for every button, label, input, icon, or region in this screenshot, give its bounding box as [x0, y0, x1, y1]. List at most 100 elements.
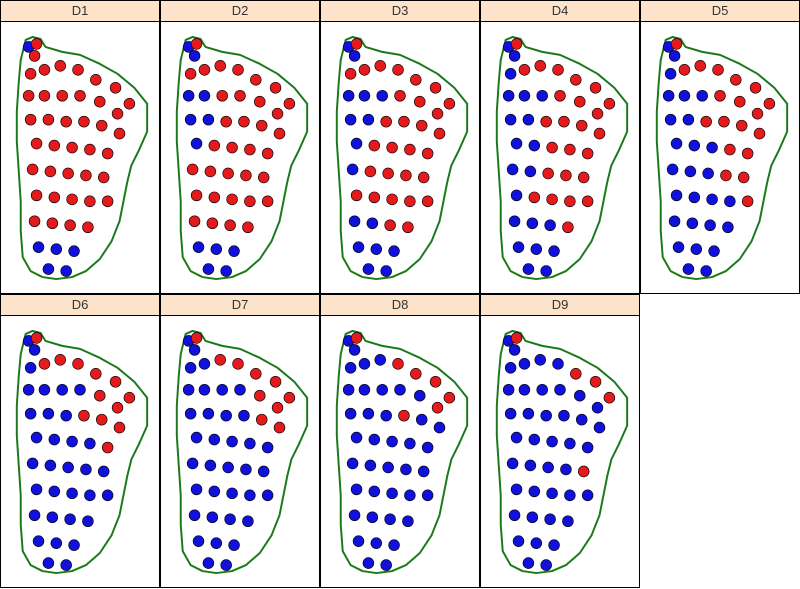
site-point — [102, 196, 113, 207]
map-svg — [161, 316, 319, 587]
site-point — [96, 414, 107, 425]
site-point — [235, 384, 246, 395]
site-point — [191, 38, 202, 49]
site-point — [511, 332, 522, 343]
site-point — [389, 246, 400, 257]
site-point — [734, 96, 745, 107]
site-point — [707, 142, 718, 153]
site-point — [43, 114, 54, 125]
site-point — [701, 266, 712, 277]
site-point — [250, 368, 261, 379]
site-point — [724, 144, 735, 155]
site-point — [223, 462, 234, 473]
panel-title: D6 — [1, 295, 159, 316]
site-point — [578, 466, 589, 477]
site-point — [523, 264, 534, 275]
panel-title: D4 — [481, 1, 639, 22]
site-point — [742, 148, 753, 159]
site-point — [193, 536, 204, 547]
site-point — [754, 128, 765, 139]
site-point — [29, 50, 40, 61]
site-point — [736, 120, 747, 131]
site-point — [225, 220, 236, 231]
site-point — [203, 558, 214, 569]
site-point — [69, 246, 80, 257]
site-point — [25, 68, 36, 79]
site-point — [233, 358, 244, 369]
site-point — [535, 354, 546, 365]
site-point — [193, 242, 204, 253]
site-point — [244, 490, 255, 501]
site-point — [96, 120, 107, 131]
site-point — [114, 128, 125, 139]
site-point — [444, 98, 455, 109]
site-point — [239, 116, 250, 127]
site-point — [79, 410, 90, 421]
site-point — [687, 218, 698, 229]
site-point — [764, 98, 775, 109]
map-svg — [481, 316, 639, 587]
site-point — [555, 384, 566, 395]
panel-title: D7 — [161, 295, 319, 316]
site-point — [233, 64, 244, 75]
site-point — [221, 116, 232, 127]
site-point — [203, 114, 214, 125]
site-point — [553, 358, 564, 369]
panel-d4: D4 — [480, 0, 640, 294]
site-point — [553, 64, 564, 75]
site-point — [223, 168, 234, 179]
site-point — [399, 410, 410, 421]
site-point — [187, 164, 198, 175]
site-point — [519, 64, 530, 75]
panel-body — [1, 22, 159, 293]
small-multiples-grid: D1D2D3D4D5D6D7D8D9 — [0, 0, 800, 589]
site-point — [665, 68, 676, 79]
site-point — [503, 384, 514, 395]
site-point — [242, 516, 253, 527]
site-point — [547, 194, 558, 205]
site-point — [29, 216, 40, 227]
site-point — [254, 390, 265, 401]
site-point — [418, 466, 429, 477]
site-point — [39, 358, 50, 369]
site-point — [511, 484, 522, 495]
site-point — [410, 74, 421, 85]
site-point — [505, 114, 516, 125]
site-point — [90, 74, 101, 85]
site-point — [242, 222, 253, 233]
site-point — [256, 414, 267, 425]
site-point — [262, 490, 273, 501]
site-point — [527, 218, 538, 229]
panel-d6: D6 — [0, 294, 160, 588]
site-point — [430, 82, 441, 93]
site-point — [258, 172, 269, 183]
site-point — [49, 192, 60, 203]
site-point — [51, 244, 62, 255]
site-point — [574, 390, 585, 401]
site-point — [564, 196, 575, 207]
site-point — [102, 442, 113, 453]
site-point — [414, 390, 425, 401]
site-point — [562, 222, 573, 233]
site-point — [559, 410, 570, 421]
panel-title: D3 — [321, 1, 479, 22]
site-point — [519, 384, 530, 395]
site-point — [207, 218, 218, 229]
panel-title: D1 — [1, 1, 159, 22]
site-point — [387, 194, 398, 205]
site-point — [45, 460, 56, 471]
site-point — [351, 138, 362, 149]
site-point — [98, 172, 109, 183]
site-point — [543, 168, 554, 179]
site-point — [203, 264, 214, 275]
site-point — [582, 490, 593, 501]
site-point — [75, 384, 86, 395]
site-point — [45, 166, 56, 177]
site-point — [33, 242, 44, 253]
site-point — [669, 216, 680, 227]
site-point — [418, 172, 429, 183]
panel-title: D2 — [161, 1, 319, 22]
site-point — [25, 408, 36, 419]
site-point — [102, 148, 113, 159]
site-point — [713, 64, 724, 75]
